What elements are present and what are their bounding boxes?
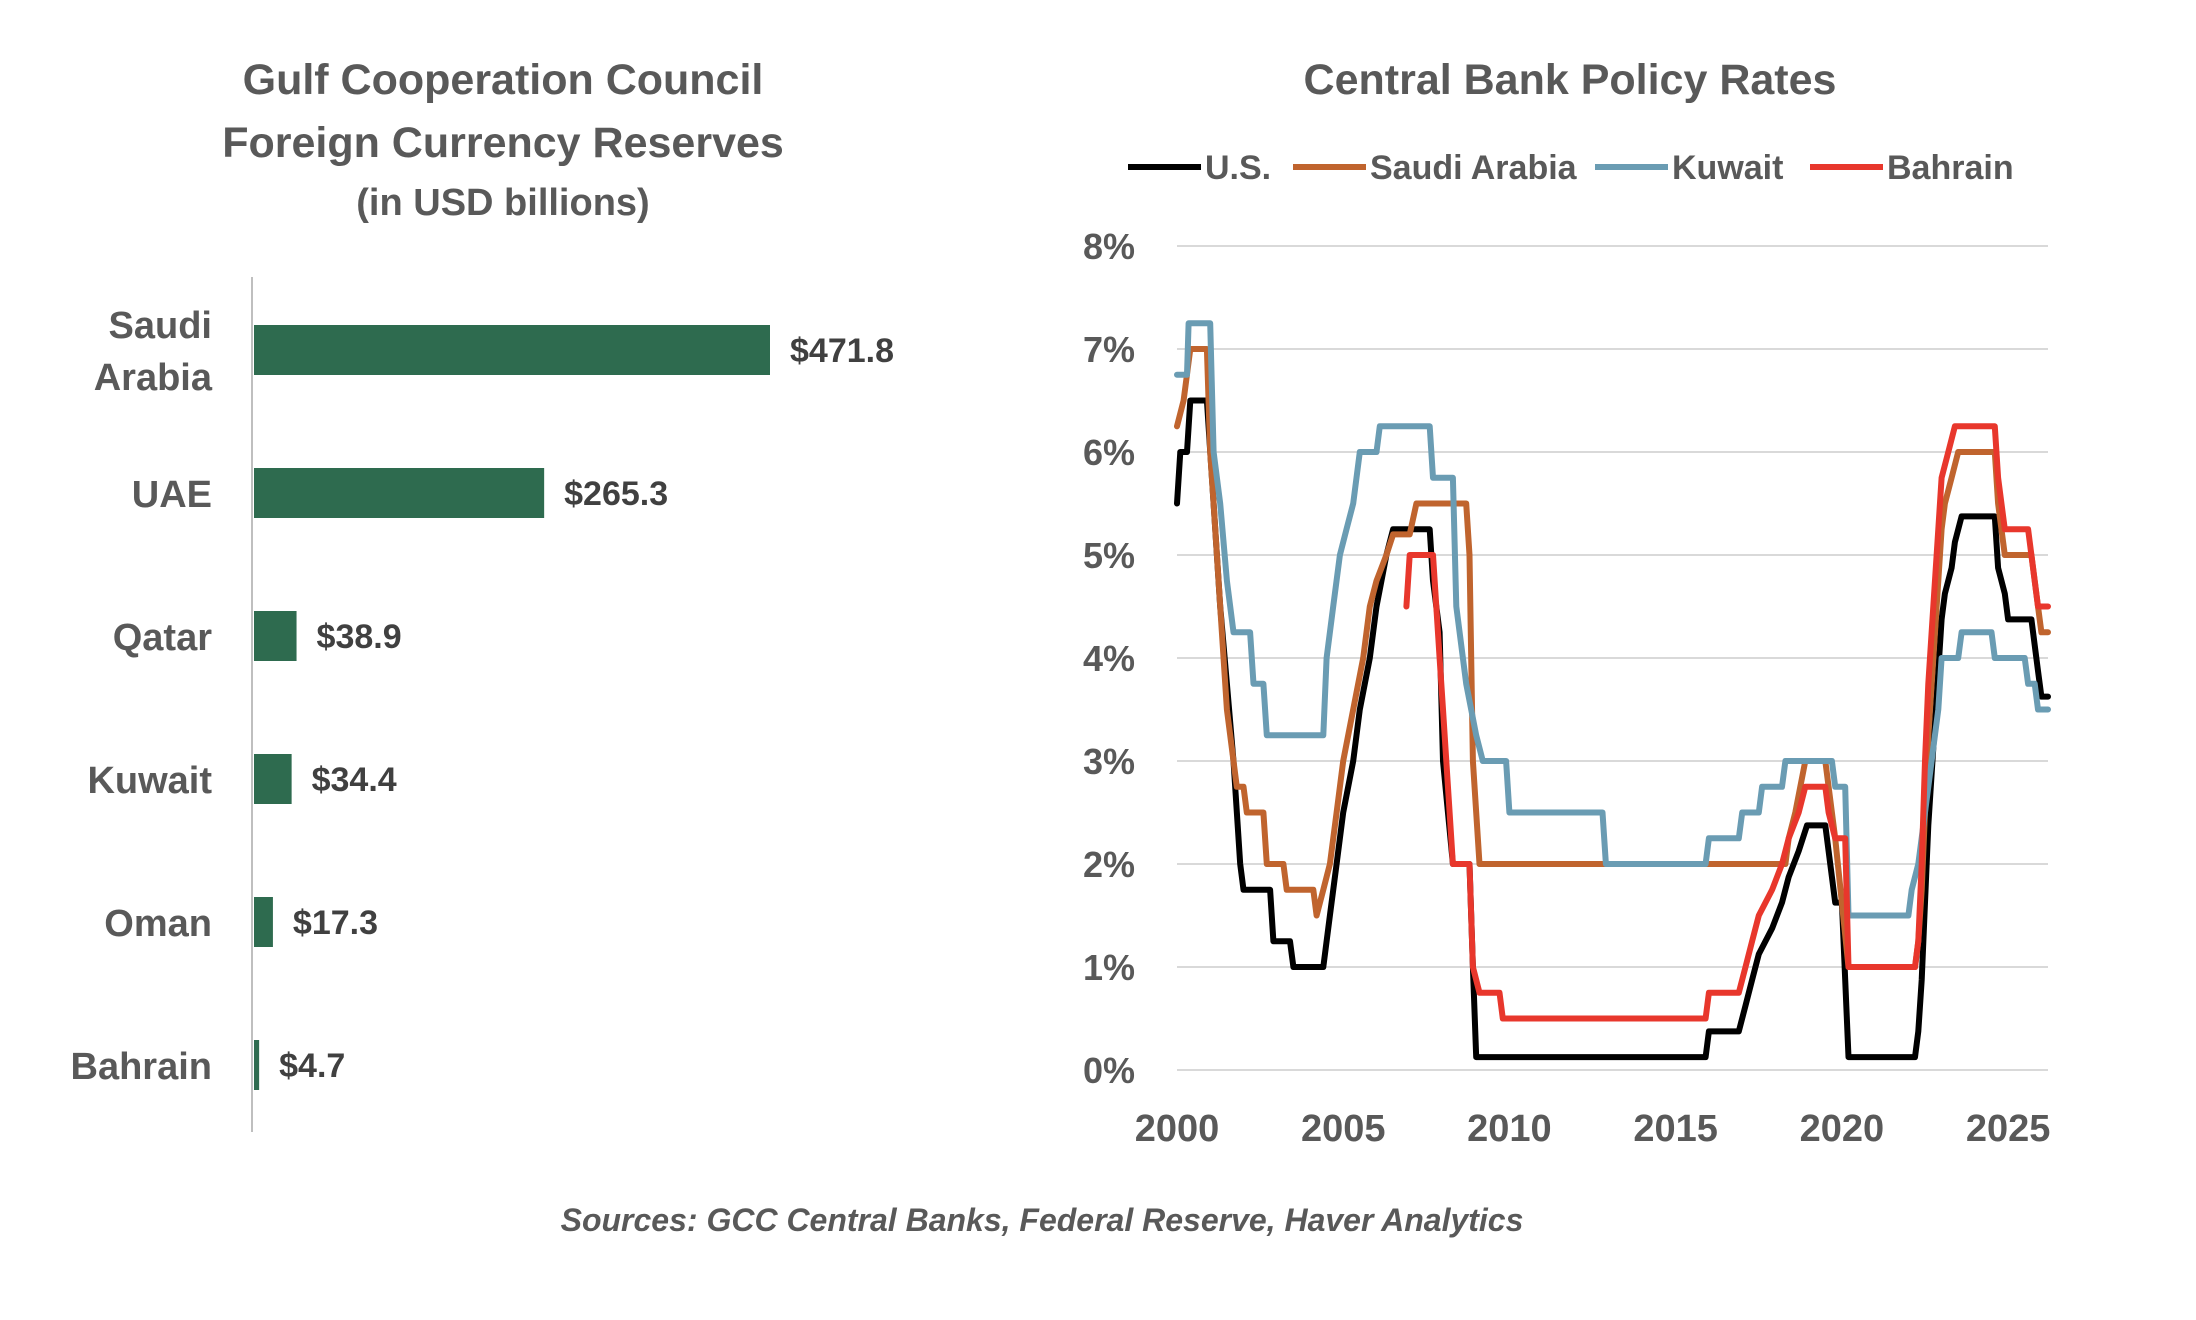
- reserves-chart-title-line-1: Gulf Cooperation Council: [243, 56, 764, 104]
- bar-oman: [254, 897, 273, 947]
- policy-rates-line-chart: Central Bank Policy Rates U.S. Saudi Arab…: [1083, 56, 2051, 1150]
- y-tick-label: 7%: [1083, 329, 1135, 370]
- y-tick-label: 5%: [1083, 535, 1135, 576]
- y-tick-label: 2%: [1083, 844, 1135, 885]
- y-tick-label: 3%: [1083, 741, 1135, 782]
- reserves-chart-subtitle: (in USD billions): [356, 182, 649, 224]
- y-tick-label: 4%: [1083, 638, 1135, 679]
- bar-value-label: $17.3: [293, 904, 378, 942]
- category-label: Qatar: [113, 617, 212, 659]
- x-tick-label: 2015: [1633, 1108, 1718, 1150]
- bar-layer: $471.8 Saudi Arabia $265.3 UAE $38.9 Qatar $34.…: [71, 305, 894, 1090]
- bar-bahrain: [254, 1040, 260, 1090]
- legend-label: Bahrain: [1887, 149, 2014, 187]
- x-tick-label: 2020: [1800, 1108, 1885, 1150]
- source-note: Sources: GCC Central Banks, Federal Rese…: [561, 1202, 1524, 1238]
- y-tick-label: 8%: [1083, 226, 1135, 267]
- x-tick-label: 2025: [1966, 1108, 2051, 1150]
- bar-value-label: $34.4: [312, 761, 397, 799]
- bar-value-label: $471.8: [790, 332, 894, 370]
- y-tick-label: 0%: [1083, 1050, 1135, 1091]
- category-label: Arabia: [94, 357, 213, 399]
- x-tick-label: 2005: [1301, 1108, 1386, 1150]
- bar-qatar: [254, 611, 297, 661]
- series-line-u-s: [1174, 397, 2051, 1061]
- x-tick-label: 2010: [1467, 1108, 1552, 1150]
- category-label: Kuwait: [87, 760, 212, 802]
- series-lines: [1174, 320, 2051, 1061]
- legend-label: Kuwait: [1672, 149, 1783, 187]
- legend-label: U.S.: [1205, 149, 1271, 187]
- policy-rates-chart-title: Central Bank Policy Rates: [1304, 56, 1837, 104]
- series-line-bahrain: [1403, 423, 2051, 1022]
- category-label: Bahrain: [71, 1046, 212, 1088]
- reserves-chart-title-line-2: Foreign Currency Reserves: [222, 119, 784, 167]
- bar-value-label: $4.7: [279, 1047, 345, 1085]
- bar-value-label: $265.3: [564, 475, 668, 513]
- category-label: Oman: [104, 903, 212, 945]
- gridlines: [1177, 245, 2048, 1071]
- bar-saudi-arabia: [254, 325, 770, 375]
- x-tick-label: 2000: [1135, 1108, 1220, 1150]
- bar-uae: [254, 468, 545, 518]
- y-tick-label: 6%: [1083, 432, 1135, 473]
- category-label: UAE: [132, 474, 212, 516]
- bar-kuwait: [254, 754, 292, 804]
- legend-label: Saudi Arabia: [1370, 149, 1578, 187]
- bar-value-label: $38.9: [317, 618, 402, 656]
- series-line-saudi-arabia: [1174, 346, 2051, 970]
- reserves-bar-chart: Gulf Cooperation Council Foreign Currenc…: [71, 56, 894, 1132]
- legend: U.S. Saudi Arabia Kuwait Bahrain: [1128, 149, 2014, 187]
- category-label: Saudi: [109, 305, 212, 347]
- y-tick-label: 1%: [1083, 947, 1135, 988]
- series-line-kuwait: [1174, 320, 2051, 919]
- axis-ticks: 0% 1% 2% 3% 4% 5% 6% 7% 8% 2000 2005 2010 2015 2020 20…: [1083, 226, 2050, 1150]
